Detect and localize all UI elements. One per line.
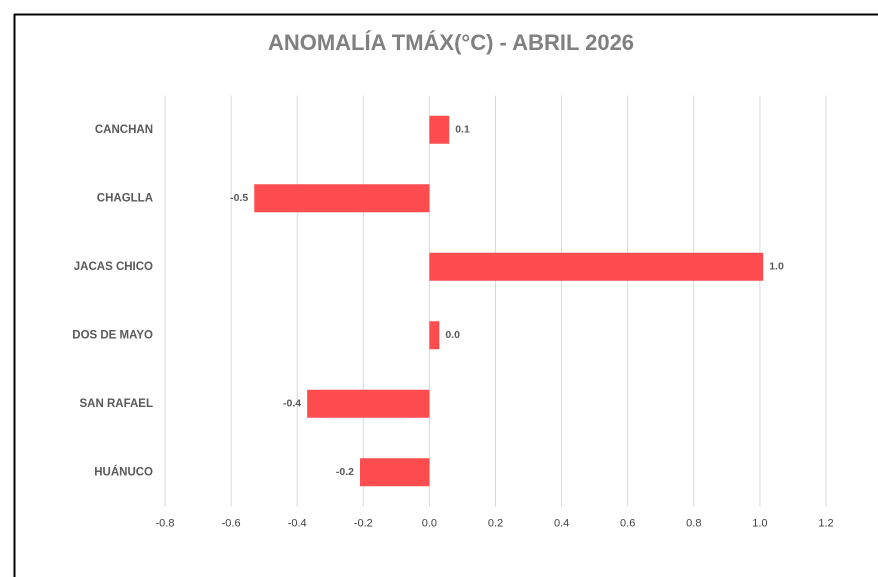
x-tick-label: -0.6 <box>222 517 241 529</box>
x-tick-label: 0.4 <box>554 517 569 529</box>
x-tick-label: 0.2 <box>488 517 503 529</box>
bar <box>254 184 430 213</box>
y-tick-label: SAN RAFAEL <box>80 398 153 410</box>
x-tick-label: 1.0 <box>752 517 767 529</box>
bar <box>429 321 440 350</box>
y-tick-label: CANCHAN <box>95 124 153 136</box>
x-tick-label: -0.8 <box>156 517 175 529</box>
value-label: -0.4 <box>283 398 301 410</box>
x-tick-label: 0.6 <box>620 517 635 529</box>
value-label: 0.0 <box>445 329 460 341</box>
bar <box>359 458 430 487</box>
x-tick-label: 1.2 <box>818 517 833 529</box>
y-tick-label: CHAGLLA <box>97 192 153 204</box>
value-label: 0.1 <box>455 124 470 136</box>
value-label: 1.0 <box>769 261 784 273</box>
bar <box>429 252 764 281</box>
x-tick-label: -0.4 <box>288 517 307 529</box>
y-tick-label: JACAS CHICO <box>74 261 153 273</box>
x-tick-label: 0.8 <box>686 517 701 529</box>
y-tick-label: DOS DE MAYO <box>72 329 153 341</box>
value-label: -0.2 <box>336 466 354 478</box>
chart-title: ANOMALÍA TMÁX(°C) - ABRIL 2026 <box>268 30 634 55</box>
y-tick-label: HUÁNUCO <box>94 465 153 478</box>
value-label: -0.5 <box>230 192 248 204</box>
x-tick-label: -0.2 <box>354 517 373 529</box>
bar <box>307 389 430 418</box>
bar <box>429 115 450 144</box>
x-tick-label: 0.0 <box>422 517 437 529</box>
